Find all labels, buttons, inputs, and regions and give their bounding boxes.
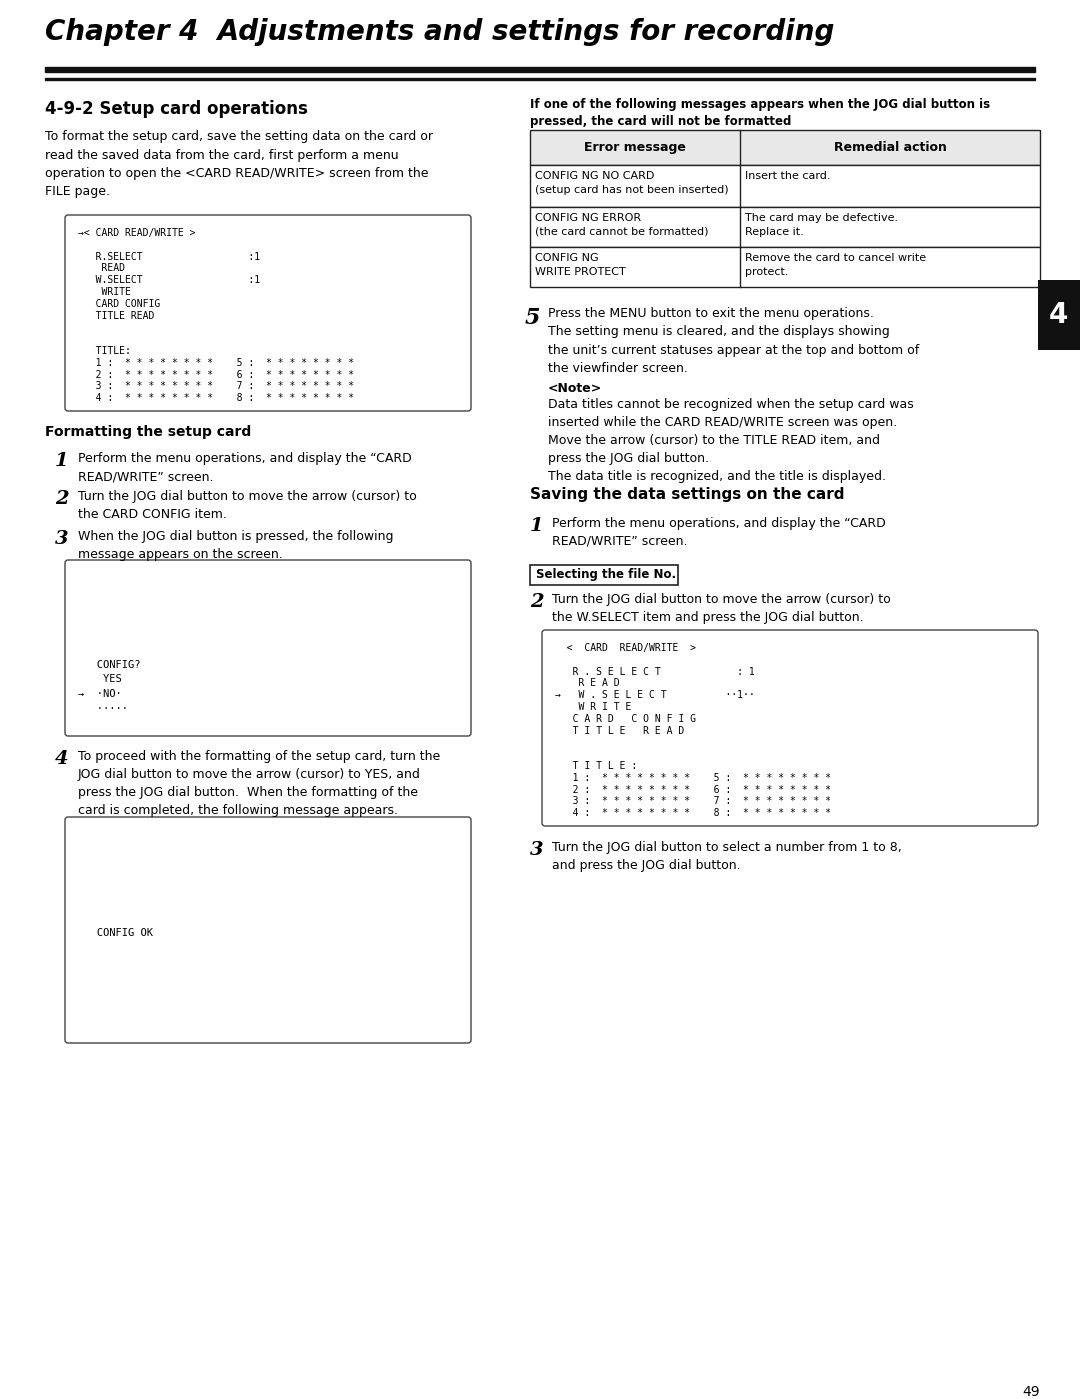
- Text: W.SELECT                  :1: W.SELECT :1: [78, 276, 260, 285]
- Text: 1: 1: [55, 452, 69, 470]
- Text: Turn the JOG dial button to move the arrow (cursor) to
the CARD CONFIG item.: Turn the JOG dial button to move the arr…: [78, 490, 417, 520]
- Text: Selecting the file No.: Selecting the file No.: [536, 568, 676, 581]
- Text: R . S E L E C T             : 1: R . S E L E C T : 1: [555, 666, 755, 677]
- Text: T I T L E :: T I T L E :: [555, 761, 637, 771]
- Text: →  ·NO·: → ·NO·: [78, 688, 122, 700]
- Text: Formatting the setup card: Formatting the setup card: [45, 425, 252, 439]
- Text: TITLE READ: TITLE READ: [78, 311, 154, 320]
- Text: →   W . S E L E C T          ··1··: → W . S E L E C T ··1··: [555, 690, 755, 701]
- Text: CARD CONFIG: CARD CONFIG: [78, 299, 160, 309]
- Bar: [45, 67, 1035, 71]
- Text: To format the setup card, save the setting data on the card or
read the saved da: To format the setup card, save the setti…: [45, 130, 433, 199]
- Bar: [45, 78, 1035, 80]
- Text: To proceed with the formatting of the setup card, turn the
JOG dial button to mo: To proceed with the formatting of the se…: [78, 750, 441, 817]
- Text: The card may be defective.
Replace it.: The card may be defective. Replace it.: [745, 213, 899, 236]
- Text: 4 :  * * * * * * * *    8 :  * * * * * * * *: 4 : * * * * * * * * 8 : * * * * * * * *: [555, 809, 832, 818]
- Text: CONFIG NG NO CARD
(setup card has not been inserted): CONFIG NG NO CARD (setup card has not be…: [535, 171, 729, 194]
- Text: 2: 2: [55, 490, 69, 508]
- Text: CONFIG OK: CONFIG OK: [78, 928, 153, 937]
- Text: 3 :  * * * * * * * *    7 :  * * * * * * * *: 3 : * * * * * * * * 7 : * * * * * * * *: [555, 796, 832, 806]
- Text: 5: 5: [525, 306, 540, 329]
- Bar: [1038, 280, 1080, 350]
- Bar: [530, 130, 1040, 165]
- Text: 4: 4: [55, 750, 69, 768]
- Text: Press the MENU button to exit the menu operations.
The setting menu is cleared, : Press the MENU button to exit the menu o…: [548, 306, 919, 375]
- Text: 1 :  * * * * * * * *    5 :  * * * * * * * *: 1 : * * * * * * * * 5 : * * * * * * * *: [78, 358, 354, 368]
- Text: 4 :  * * * * * * * *    8 :  * * * * * * * *: 4 : * * * * * * * * 8 : * * * * * * * *: [78, 393, 354, 403]
- Text: 49: 49: [1023, 1385, 1040, 1399]
- Text: R E A D: R E A D: [555, 679, 620, 688]
- Text: 1 :  * * * * * * * *    5 :  * * * * * * * *: 1 : * * * * * * * * 5 : * * * * * * * *: [555, 772, 832, 783]
- Text: 2: 2: [530, 593, 543, 611]
- Text: Remove the card to cancel write
protect.: Remove the card to cancel write protect.: [745, 253, 927, 277]
- Text: YES: YES: [78, 674, 122, 684]
- Text: If one of the following messages appears when the JOG dial button is
pressed, th: If one of the following messages appears…: [530, 98, 990, 127]
- Bar: [530, 248, 1040, 287]
- Text: <Note>: <Note>: [548, 382, 603, 395]
- Text: T I T L E   R E A D: T I T L E R E A D: [555, 726, 685, 736]
- FancyBboxPatch shape: [542, 630, 1038, 825]
- FancyBboxPatch shape: [65, 560, 471, 736]
- FancyBboxPatch shape: [65, 215, 471, 411]
- Text: R.SELECT                  :1: R.SELECT :1: [78, 252, 260, 262]
- Text: Saving the data settings on the card: Saving the data settings on the card: [530, 487, 845, 502]
- Text: Turn the JOG dial button to select a number from 1 to 8,
and press the JOG dial : Turn the JOG dial button to select a num…: [552, 841, 902, 872]
- Text: →< CARD READ/WRITE >: →< CARD READ/WRITE >: [78, 228, 195, 238]
- Text: CONFIG?: CONFIG?: [78, 660, 140, 670]
- Text: Error message: Error message: [584, 141, 686, 154]
- Text: 3: 3: [55, 530, 69, 548]
- Text: CONFIG NG
WRITE PROTECT: CONFIG NG WRITE PROTECT: [535, 253, 625, 277]
- Text: Insert the card.: Insert the card.: [745, 171, 831, 180]
- Text: ·····: ·····: [78, 704, 129, 713]
- Text: READ: READ: [78, 263, 125, 273]
- Text: When the JOG dial button is pressed, the following
message appears on the screen: When the JOG dial button is pressed, the…: [78, 530, 393, 561]
- Text: Perform the menu operations, and display the “CARD
READ/WRITE” screen.: Perform the menu operations, and display…: [552, 518, 886, 548]
- Text: 4-9-2 Setup card operations: 4-9-2 Setup card operations: [45, 99, 308, 118]
- Text: 2 :  * * * * * * * *    6 :  * * * * * * * *: 2 : * * * * * * * * 6 : * * * * * * * *: [555, 785, 832, 795]
- Text: CONFIG NG ERROR
(the card cannot be formatted): CONFIG NG ERROR (the card cannot be form…: [535, 213, 708, 236]
- Text: TITLE:: TITLE:: [78, 346, 131, 355]
- Bar: [530, 165, 1040, 207]
- Bar: [530, 207, 1040, 248]
- Text: W R I T E: W R I T E: [555, 702, 632, 712]
- Text: Chapter 4  Adjustments and settings for recording: Chapter 4 Adjustments and settings for r…: [45, 18, 835, 46]
- Text: Perform the menu operations, and display the “CARD
READ/WRITE” screen.: Perform the menu operations, and display…: [78, 452, 411, 483]
- Bar: [530, 565, 678, 585]
- Text: 4: 4: [1049, 301, 1068, 329]
- Text: Remedial action: Remedial action: [834, 141, 946, 154]
- Text: 2 :  * * * * * * * *    6 :  * * * * * * * *: 2 : * * * * * * * * 6 : * * * * * * * *: [78, 369, 354, 379]
- Text: C A R D   C O N F I G: C A R D C O N F I G: [555, 713, 696, 723]
- Text: Turn the JOG dial button to move the arrow (cursor) to
the W.SELECT item and pre: Turn the JOG dial button to move the arr…: [552, 593, 891, 624]
- Text: WRITE: WRITE: [78, 287, 131, 297]
- Text: 3: 3: [530, 841, 543, 859]
- Text: 3 :  * * * * * * * *    7 :  * * * * * * * *: 3 : * * * * * * * * 7 : * * * * * * * *: [78, 382, 354, 392]
- FancyBboxPatch shape: [65, 817, 471, 1044]
- Text: 1: 1: [530, 518, 543, 534]
- Text: Data titles cannot be recognized when the setup card was
inserted while the CARD: Data titles cannot be recognized when th…: [548, 397, 914, 483]
- Text: <  CARD  READ/WRITE  >: < CARD READ/WRITE >: [555, 644, 696, 653]
